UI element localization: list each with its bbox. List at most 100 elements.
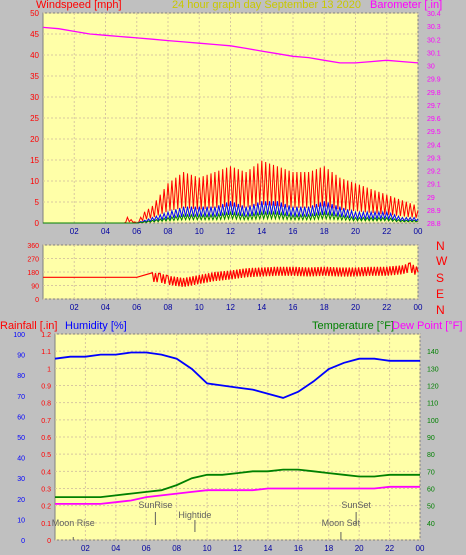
barometer-line	[42, 26, 419, 64]
x-tick-label: 16	[289, 303, 298, 312]
direction-y-tick-label: 180	[27, 270, 39, 277]
x-tick-label: 22	[382, 227, 391, 236]
annotation-label: SunRise	[138, 500, 172, 510]
x-tick-label: 02	[70, 303, 79, 312]
compass-label-n1: N	[436, 239, 445, 253]
humidity-y-tick-label: 100	[13, 332, 25, 339]
humidity-line	[54, 351, 420, 399]
rainfall-axis-label: Rainfall [.in]	[0, 320, 58, 332]
barometer-y-tick-label: 29	[427, 195, 435, 202]
temperature-y-tick-label: 110	[427, 401, 438, 408]
rain-y-tick-label: 0	[47, 538, 51, 545]
temperature-y-tick-label: 120	[427, 384, 439, 391]
direction-y-tick-label: 90	[31, 284, 39, 291]
x-tick-label: 18	[320, 303, 329, 312]
wind-y-tick-label: 5	[35, 198, 40, 207]
barometer-y-tick-label: 30.3	[427, 24, 441, 31]
wind-y-tick-label: 10	[30, 177, 39, 186]
humidity-y-tick-label: 0	[21, 538, 25, 545]
temperature-y-tick-label: 70	[427, 469, 435, 476]
wind-direction-line	[43, 262, 419, 287]
rain-y-tick-label: 0.1	[41, 521, 51, 528]
rain-y-tick-label: 0.5	[41, 452, 51, 459]
humidity-y-tick-label: 30	[17, 476, 25, 483]
barometer-y-tick-label: 30.4	[427, 11, 441, 18]
wind-low-line	[43, 210, 419, 224]
wind-y-tick-label: 20	[30, 135, 39, 144]
wind-y-tick-label: 0	[35, 219, 40, 228]
x-tick-label: 16	[294, 544, 303, 553]
barometer-y-tick-label: 29.8	[427, 90, 441, 97]
x-tick-label: 18	[324, 544, 333, 553]
compass-label-s: S	[436, 271, 445, 285]
direction-y-tick-label: 0	[35, 297, 39, 304]
wind-y-tick-label: 25	[30, 114, 39, 123]
humidity-y-tick-label: 40	[17, 456, 25, 463]
barometer-y-tick-label: 29.7	[427, 103, 441, 110]
barometer-y-tick-label: 29.1	[427, 182, 441, 189]
barometer-axis-label: Barometer [.in]	[370, 0, 443, 11]
wind-y-tick-label: 40	[30, 51, 39, 60]
barometer-y-tick-label: 29.3	[427, 155, 441, 162]
temperature-axis-label: Temperature [°F]	[312, 320, 395, 332]
x-tick-label: 10	[203, 544, 212, 553]
wind-y-tick-label: 45	[30, 30, 39, 39]
direction-y-tick-label: 270	[27, 257, 39, 264]
rain-y-tick-label: 0.3	[41, 487, 51, 494]
graph-title: 24 hour graph day September 13 2020	[172, 0, 361, 11]
x-tick-label: 00	[416, 544, 425, 553]
rain-y-tick-label: 1	[47, 366, 51, 373]
annotation-label: Moon Set	[322, 518, 361, 528]
annotation-label: Moon Rise	[52, 518, 95, 528]
barometer-y-tick-label: 29.5	[427, 129, 441, 136]
barometer-y-tick-label: 30.2	[427, 37, 441, 44]
x-tick-label: 16	[289, 227, 298, 236]
x-tick-label: 10	[195, 303, 204, 312]
temperature-y-tick-label: 50	[427, 504, 435, 511]
temperature-y-tick-label: 40	[427, 521, 435, 528]
rain-y-tick-label: 0.8	[41, 401, 51, 408]
x-tick-label: 04	[101, 303, 110, 312]
rain-y-tick-label: 0.2	[41, 504, 51, 511]
humidity-y-tick-label: 80	[17, 373, 25, 380]
x-tick-label: 06	[132, 227, 141, 236]
x-tick-label: 02	[70, 227, 79, 236]
direction-y-tick-label: 360	[27, 243, 39, 250]
humidity-y-tick-label: 70	[17, 394, 25, 401]
barometer-y-tick-label: 28.8	[427, 221, 441, 228]
humidity-y-tick-label: 60	[17, 414, 25, 421]
x-tick-label: 12	[226, 303, 235, 312]
temperature-y-tick-label: 140	[427, 349, 439, 356]
annotation-label: Hightide	[178, 510, 211, 520]
x-tick-label: 14	[263, 544, 272, 553]
barometer-y-tick-label: 29.9	[427, 77, 441, 84]
temperature-y-tick-label: 80	[427, 452, 435, 459]
x-tick-label: 08	[164, 227, 173, 236]
humidity-y-tick-label: 50	[17, 435, 25, 442]
barometer-y-tick-label: 29.2	[427, 169, 441, 176]
x-tick-label: 20	[351, 227, 360, 236]
rain-y-tick-label: 1.1	[41, 349, 51, 356]
x-tick-label: 12	[233, 544, 242, 553]
temperature-y-tick-label: 90	[427, 435, 435, 442]
x-tick-label: 06	[132, 303, 141, 312]
compass-label-n2: N	[436, 303, 445, 317]
x-tick-label: 02	[81, 544, 90, 553]
rain-y-tick-label: 0.4	[41, 469, 51, 476]
rain-y-tick-label: 0.7	[41, 418, 51, 425]
barometer-y-tick-label: 28.9	[427, 208, 441, 215]
x-tick-label: 22	[382, 303, 391, 312]
x-tick-label: 14	[257, 227, 266, 236]
x-tick-label: 08	[164, 303, 173, 312]
x-tick-label: 20	[351, 303, 360, 312]
rain-y-tick-label: 0.6	[41, 435, 51, 442]
x-tick-label: 10	[195, 227, 204, 236]
temperature-line	[55, 468, 420, 499]
compass-label-w: W	[436, 254, 448, 268]
humidity-y-tick-label: 10	[17, 517, 25, 524]
x-tick-label: 08	[172, 544, 181, 553]
x-tick-label: 18	[320, 227, 329, 236]
wind-y-tick-label: 15	[30, 156, 39, 165]
